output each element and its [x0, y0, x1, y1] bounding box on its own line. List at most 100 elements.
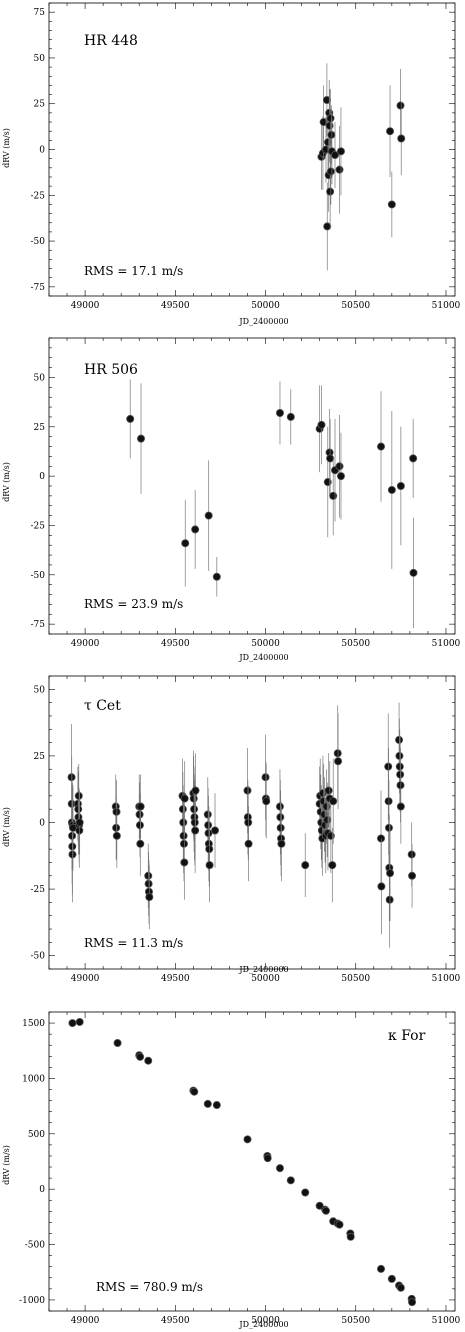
plot-frame [48, 1011, 456, 1312]
data-point [75, 826, 84, 835]
data-point [333, 749, 342, 758]
data-point [135, 810, 144, 819]
data-point [377, 1264, 386, 1273]
data-point [203, 1099, 212, 1108]
data-point [384, 797, 393, 806]
y-tick-label: -25 [31, 885, 46, 895]
data-point [179, 818, 188, 827]
y-tick-label: 0 [39, 472, 45, 482]
x-tick-label: 50500 [341, 301, 370, 311]
y-tick-label: 25 [34, 100, 46, 110]
data-point [145, 893, 154, 902]
data-point [408, 1298, 417, 1307]
data-point [244, 818, 253, 827]
data-point [205, 845, 214, 854]
x-tick-label: 50000 [251, 639, 280, 649]
x-tick-label: 50000 [251, 301, 280, 311]
x-axis-title: JD_2400000 [238, 317, 288, 326]
x-tick-label: 49000 [71, 1316, 100, 1326]
x-tick-label: 49500 [161, 639, 190, 649]
y-tick-label: 50 [34, 373, 46, 383]
data-point [244, 839, 253, 848]
y-axis-title: dRV (m/s) [2, 462, 11, 502]
data-point [261, 773, 270, 782]
data-point [75, 818, 84, 827]
data-point [334, 757, 343, 766]
y-tick-label: 0 [39, 819, 45, 829]
data-point [377, 882, 386, 891]
data-point [386, 127, 395, 136]
y-tick-label: 50 [34, 54, 46, 64]
data-point [243, 786, 252, 795]
data-point [212, 1101, 221, 1110]
data-point [346, 1232, 355, 1241]
panel-title: HR 506 [84, 362, 138, 378]
x-tick-label: 49500 [161, 301, 190, 311]
data-point [277, 839, 286, 848]
data-point [395, 735, 404, 744]
x-tick-label: 50500 [341, 974, 370, 984]
data-point [335, 462, 344, 471]
data-point [136, 839, 145, 848]
data-point [126, 414, 135, 423]
y-tick-label: -25 [31, 521, 46, 531]
x-axis-title: JD_2400000 [238, 653, 288, 662]
x-tick-label: 50500 [341, 1316, 370, 1326]
y-axis-title: dRV (m/s) [2, 128, 11, 168]
data-point [326, 114, 335, 123]
data-point [262, 797, 271, 806]
x-tick-label: 51000 [432, 639, 461, 649]
data-point [326, 454, 335, 463]
data-point [322, 802, 331, 811]
data-point [144, 879, 153, 888]
data-point [395, 762, 404, 771]
y-tick-label: -25 [31, 191, 46, 201]
data-point [387, 200, 396, 209]
y-tick-label: 0 [39, 1185, 45, 1195]
data-point [135, 821, 144, 830]
data-point [396, 101, 405, 110]
x-tick-label: 49000 [71, 301, 100, 311]
data-point [324, 786, 333, 795]
data-point [286, 412, 295, 421]
data-point [335, 1220, 344, 1229]
data-point [275, 1164, 284, 1173]
data-point [323, 222, 332, 231]
panel-title: τ Cet [84, 698, 121, 714]
data-point [137, 434, 146, 443]
x-tick-label: 50000 [251, 1316, 280, 1326]
rms-annotation: RMS = 11.3 m/s [84, 936, 183, 950]
data-point [190, 805, 199, 814]
data-point [387, 485, 396, 494]
data-point [326, 187, 335, 196]
data-point [178, 805, 187, 814]
x-tick-label: 51000 [432, 301, 461, 311]
data-point [75, 1017, 84, 1026]
rms-annotation: RMS = 17.1 m/s [84, 264, 183, 278]
y-tick-label: 25 [34, 752, 46, 762]
data-point [336, 147, 345, 156]
data-point [328, 861, 337, 870]
data-point [113, 1039, 122, 1048]
data-point [212, 572, 221, 581]
data-point [319, 118, 328, 127]
data-point [112, 831, 121, 840]
data-point [74, 791, 83, 800]
data-point [191, 525, 200, 534]
data-point [190, 1087, 199, 1096]
data-point [384, 762, 393, 771]
panel-kappa-for: κ For RMS = 780.9 m/s JD_2400000 dRV (m/… [2, 1011, 461, 1329]
data-point [205, 861, 214, 870]
data-point [263, 1154, 272, 1163]
data-point [191, 786, 200, 795]
data-point [317, 420, 326, 429]
data-point [408, 871, 417, 880]
data-point [136, 802, 145, 811]
y-tick-label: 1500 [22, 1019, 45, 1029]
panel-hr-448: HR 448 RMS = 17.1 m/s JD_2400000 dRV (m/… [2, 2, 461, 326]
data-point [327, 130, 336, 139]
data-point [204, 821, 213, 830]
data-point [396, 481, 405, 490]
data-point [409, 454, 418, 463]
